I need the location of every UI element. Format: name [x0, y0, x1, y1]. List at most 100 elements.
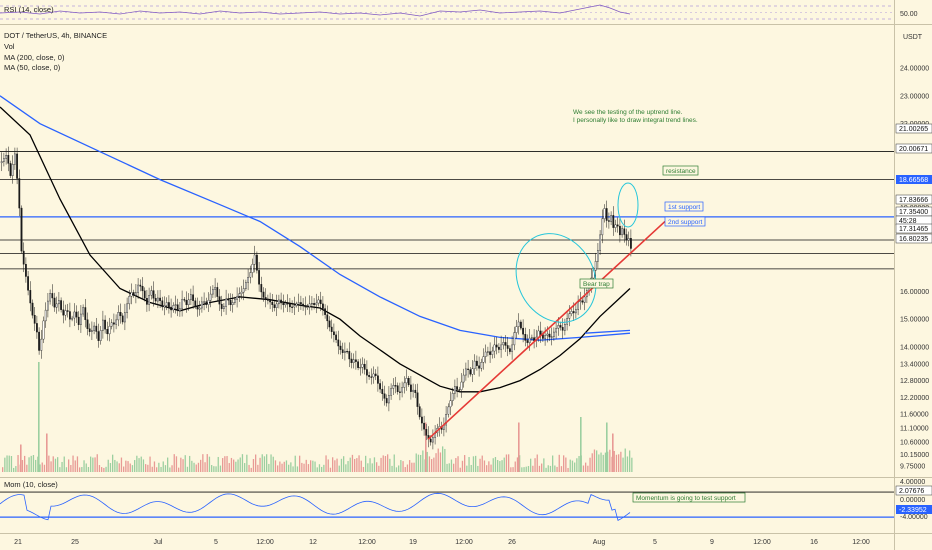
- volume-bar: [615, 454, 618, 472]
- candle-body: [29, 290, 32, 304]
- candle-body: [222, 306, 225, 309]
- candle-body: [385, 398, 388, 404]
- volume-bar: [116, 461, 118, 472]
- candle-body: [421, 416, 423, 424]
- price-tick-label: 24.00000: [900, 65, 929, 72]
- candle-body: [196, 305, 199, 310]
- volume-bar: [453, 463, 455, 472]
- candle-body: [95, 325, 98, 332]
- candle-body: [139, 284, 142, 287]
- candle-body: [159, 297, 161, 301]
- volume-bar: [239, 457, 241, 472]
- candle-body: [506, 345, 509, 349]
- mom-tick-label: -4.00000: [900, 514, 928, 521]
- candle-body: [423, 422, 425, 430]
- candle-body: [51, 293, 54, 299]
- candle-body: [594, 261, 597, 271]
- candle-body: [357, 361, 359, 368]
- volume-bar: [481, 455, 483, 472]
- candle-body: [517, 321, 520, 327]
- candle-body: [341, 349, 344, 353]
- candle-body: [77, 316, 80, 325]
- volume-bar: [204, 462, 206, 472]
- volume-bar: [182, 459, 184, 472]
- candle-body: [258, 270, 260, 285]
- candle-body: [583, 296, 586, 303]
- volume-bar: [294, 455, 296, 472]
- candle-body: [231, 302, 234, 306]
- price-tag-bg: [895, 233, 932, 244]
- volume-bar: [2, 467, 4, 472]
- volume-bar: [17, 455, 19, 472]
- volume-bar: [301, 462, 303, 472]
- volume-bar: [107, 459, 109, 472]
- volume-bar: [624, 448, 626, 472]
- volume-bar: [461, 460, 464, 472]
- volume-spike-2: [46, 433, 48, 472]
- candle-body: [630, 238, 632, 249]
- candle-body: [16, 153, 18, 179]
- candle-body: [531, 337, 533, 339]
- volume-bar: [530, 458, 532, 472]
- price-tag-label: 45:28: [899, 218, 917, 225]
- candle-body: [425, 429, 428, 436]
- candle-body: [487, 351, 489, 353]
- volume-bar: [219, 465, 222, 472]
- candle-body: [478, 365, 480, 369]
- candle-body: [93, 325, 96, 331]
- candle-body: [271, 301, 274, 305]
- time-tick-label: 16: [810, 539, 818, 546]
- volume-bar: [112, 454, 114, 472]
- bear-trap-label: Bear trap: [583, 281, 610, 288]
- price-tag-bg: [896, 175, 932, 184]
- volume-bar: [283, 461, 285, 472]
- candle-body: [330, 326, 333, 332]
- candle-body: [454, 386, 456, 394]
- volume-bar: [87, 466, 90, 472]
- volume-bar: [613, 450, 615, 472]
- volume-bar: [409, 460, 411, 472]
- candle-body: [216, 287, 219, 297]
- volume-bar: [545, 467, 547, 472]
- volume-bar: [92, 457, 94, 472]
- time-tick-label: 12:00: [753, 539, 771, 546]
- volume-bar: [433, 457, 435, 472]
- volume-bar: [180, 457, 182, 472]
- candle-body: [220, 303, 223, 309]
- volume-bar: [536, 454, 538, 472]
- volume-bar: [200, 459, 202, 472]
- price-tick-label: 10.60000: [900, 440, 929, 447]
- volume-bar: [184, 455, 186, 472]
- candle-body: [161, 300, 164, 308]
- candle-body: [605, 208, 608, 221]
- candle-body: [502, 342, 505, 346]
- volume-bar: [26, 464, 28, 472]
- volume-bar: [336, 458, 338, 472]
- candle-body: [308, 303, 311, 308]
- candle-body: [141, 286, 144, 292]
- volume-bar: [101, 467, 103, 472]
- volume-bar: [512, 467, 514, 472]
- legend-ma200: MA (200, close, 0): [4, 53, 65, 62]
- volume-bar: [323, 464, 325, 472]
- candle-body: [53, 297, 56, 308]
- candle-body: [623, 228, 626, 235]
- volume-bar: [457, 456, 459, 472]
- volume-bar: [437, 448, 439, 472]
- highlight-ellipse-small: [617, 182, 639, 228]
- candle-body: [601, 218, 604, 236]
- legend-vol: Vol: [4, 42, 15, 51]
- candle-body: [42, 320, 45, 340]
- candle-body: [326, 314, 329, 322]
- volume-bar: [85, 463, 87, 472]
- candle-body: [209, 293, 212, 301]
- resistance-label: resistance: [666, 168, 696, 175]
- volume-bar: [576, 458, 578, 472]
- volume-bar: [479, 458, 481, 472]
- volume-bar: [167, 457, 169, 472]
- candle-body: [280, 299, 282, 304]
- candle-body: [383, 393, 386, 399]
- candle-body: [247, 276, 249, 283]
- volume-bar: [332, 457, 334, 472]
